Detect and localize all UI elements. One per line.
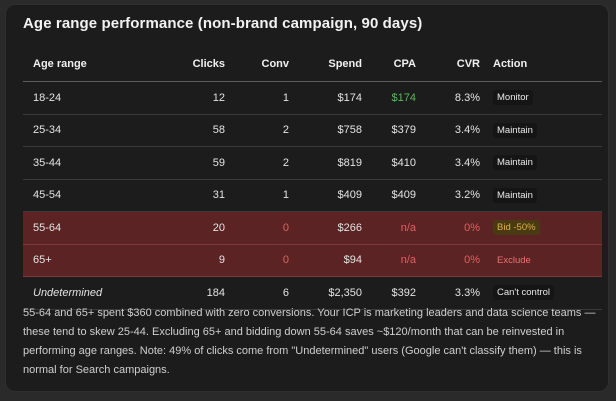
card-title: Age range performance (non-brand campaig… xyxy=(23,15,423,32)
cell-age: Undetermined xyxy=(23,276,145,310)
cell-age: 18-24 xyxy=(23,81,145,115)
cell-spend: $819 xyxy=(289,146,362,180)
cpa-value: n/a xyxy=(400,221,416,234)
action-badge: Maintain xyxy=(493,155,537,171)
cell-cvr: 0% xyxy=(416,244,480,277)
conv-value: 0 xyxy=(282,254,289,267)
table-row: Undetermined 184 6 $2,350 $392 3.3% Can'… xyxy=(23,276,602,310)
cell-clicks: 59 xyxy=(145,146,225,180)
cell-cpa: $379 xyxy=(362,114,416,147)
table-row-flagged: 65+ 9 0 $94 n/a 0% Exclude xyxy=(23,244,602,277)
cpa-value: $174 xyxy=(391,91,416,104)
cell-spend: $266 xyxy=(289,211,362,245)
cell-action: Bid -50% xyxy=(480,211,602,245)
cell-clicks: 12 xyxy=(145,81,225,115)
table-row-flagged: 55-64 20 0 $266 n/a 0% Bid -50% xyxy=(23,211,602,245)
cell-action: Maintain xyxy=(480,179,602,212)
cell-clicks: 31 xyxy=(145,179,225,212)
cell-action: Maintain xyxy=(480,146,602,180)
cell-age: 65+ xyxy=(23,244,145,277)
table-header-row: Age range Clicks Conv Spend CPA CVR Acti… xyxy=(23,47,602,82)
header-cvr: CVR xyxy=(416,47,480,82)
table-row: 45-54 31 1 $409 $409 3.2% Maintain xyxy=(23,179,602,212)
cell-spend: $409 xyxy=(289,179,362,212)
cell-action: Maintain xyxy=(480,114,602,147)
header-cpa: CPA xyxy=(362,47,416,82)
conv-value: 0 xyxy=(282,221,289,234)
cell-spend: $2,350 xyxy=(289,276,362,310)
header-age-range: Age range xyxy=(23,47,145,82)
action-badge-exclude: Exclude xyxy=(497,254,531,266)
table-row: 25-34 58 2 $758 $379 3.4% Maintain xyxy=(23,114,602,147)
action-badge: Maintain xyxy=(493,122,537,138)
action-badge: Maintain xyxy=(493,187,537,203)
cvr-value: 0% xyxy=(464,254,480,267)
cell-cpa: $409 xyxy=(362,179,416,212)
cell-clicks: 9 xyxy=(145,244,225,277)
cell-cvr: 3.2% xyxy=(416,179,480,212)
cell-action: Can't control xyxy=(480,276,602,310)
cell-cpa: $392 xyxy=(362,276,416,310)
cell-age: 35-44 xyxy=(23,146,145,180)
cell-cvr: 3.4% xyxy=(416,114,480,147)
cell-cpa: $174 xyxy=(362,81,416,115)
action-badge-bid: Bid -50% xyxy=(493,220,540,236)
cell-age: 25-34 xyxy=(23,114,145,147)
cell-conv: 0 xyxy=(225,244,289,277)
age-range-table: Age range Clicks Conv Spend CPA CVR Acti… xyxy=(23,47,602,310)
header-clicks: Clicks xyxy=(145,47,225,82)
cell-cvr: 8.3% xyxy=(416,81,480,115)
cell-cvr: 3.3% xyxy=(416,276,480,310)
table-row: 18-24 12 1 $174 $174 8.3% Monitor xyxy=(23,81,602,115)
cvr-value: 0% xyxy=(464,221,480,234)
cell-conv: 2 xyxy=(225,114,289,147)
cell-conv: 1 xyxy=(225,81,289,115)
cell-conv: 0 xyxy=(225,211,289,245)
cell-conv: 1 xyxy=(225,179,289,212)
cell-cpa: n/a xyxy=(362,244,416,277)
header-action: Action xyxy=(480,47,602,82)
cell-clicks: 58 xyxy=(145,114,225,147)
cell-spend: $174 xyxy=(289,81,362,115)
cell-cpa: $410 xyxy=(362,146,416,180)
cell-spend: $94 xyxy=(289,244,362,277)
age-range-card: Age range performance (non-brand campaig… xyxy=(5,4,609,392)
cell-cvr: 3.4% xyxy=(416,146,480,180)
cell-action: Monitor xyxy=(480,81,602,115)
cell-cpa: n/a xyxy=(362,211,416,245)
cell-age: 55-64 xyxy=(23,211,145,245)
analysis-note: 55-64 and 65+ spent $360 combined with z… xyxy=(23,307,596,376)
header-conv: Conv xyxy=(225,47,289,82)
cell-conv: 2 xyxy=(225,146,289,180)
cell-spend: $758 xyxy=(289,114,362,147)
action-badge: Monitor xyxy=(493,90,533,106)
header-spend: Spend xyxy=(289,47,362,82)
cpa-value: n/a xyxy=(400,254,416,267)
cell-cvr: 0% xyxy=(416,211,480,245)
cell-conv: 6 xyxy=(225,276,289,310)
table-row: 35-44 59 2 $819 $410 3.4% Maintain xyxy=(23,146,602,180)
cell-clicks: 184 xyxy=(145,276,225,310)
cell-age: 45-54 xyxy=(23,179,145,212)
action-badge: Can't control xyxy=(493,285,555,301)
cell-clicks: 20 xyxy=(145,211,225,245)
cell-action: Exclude xyxy=(480,244,602,277)
